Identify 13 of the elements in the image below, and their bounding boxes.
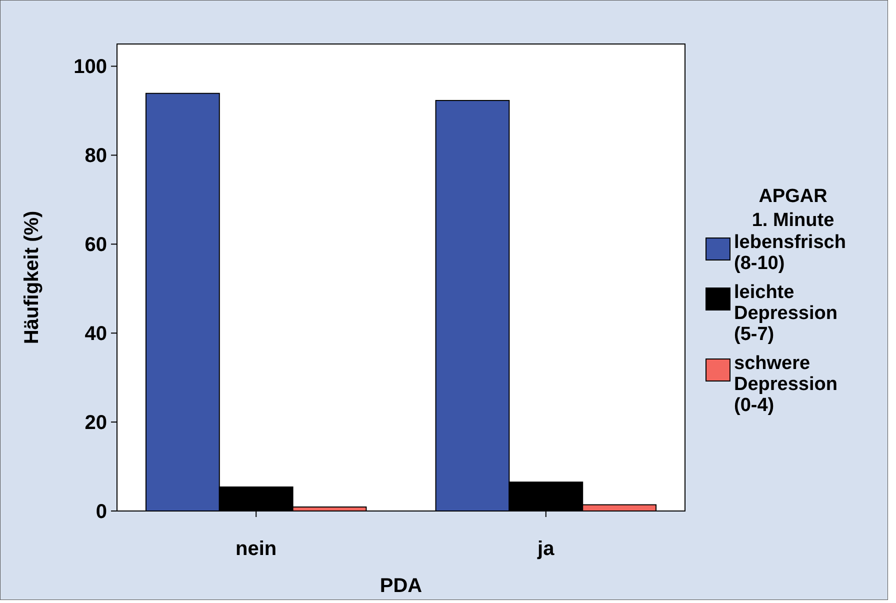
y-tick-label: 40 bbox=[84, 323, 107, 346]
y-tick-label: 60 bbox=[84, 234, 107, 256]
legend-label: lebensfrisch (8-10) bbox=[734, 232, 846, 274]
legend-label: schwere Depression (0-4) bbox=[734, 353, 838, 416]
y-tick-label: 20 bbox=[84, 412, 107, 434]
y-tick-label: 100 bbox=[74, 56, 107, 78]
legend-label: leichte Depression (5-7) bbox=[734, 282, 838, 345]
y-tick-label: 0 bbox=[96, 501, 107, 523]
x-tick-label: ja bbox=[536, 538, 556, 560]
y-axis-title: Häufigkeit (%) bbox=[21, 210, 43, 344]
x-axis-title: PDA bbox=[380, 575, 422, 597]
x-tick-label: nein bbox=[236, 538, 277, 560]
y-tick-label: 80 bbox=[84, 145, 107, 168]
